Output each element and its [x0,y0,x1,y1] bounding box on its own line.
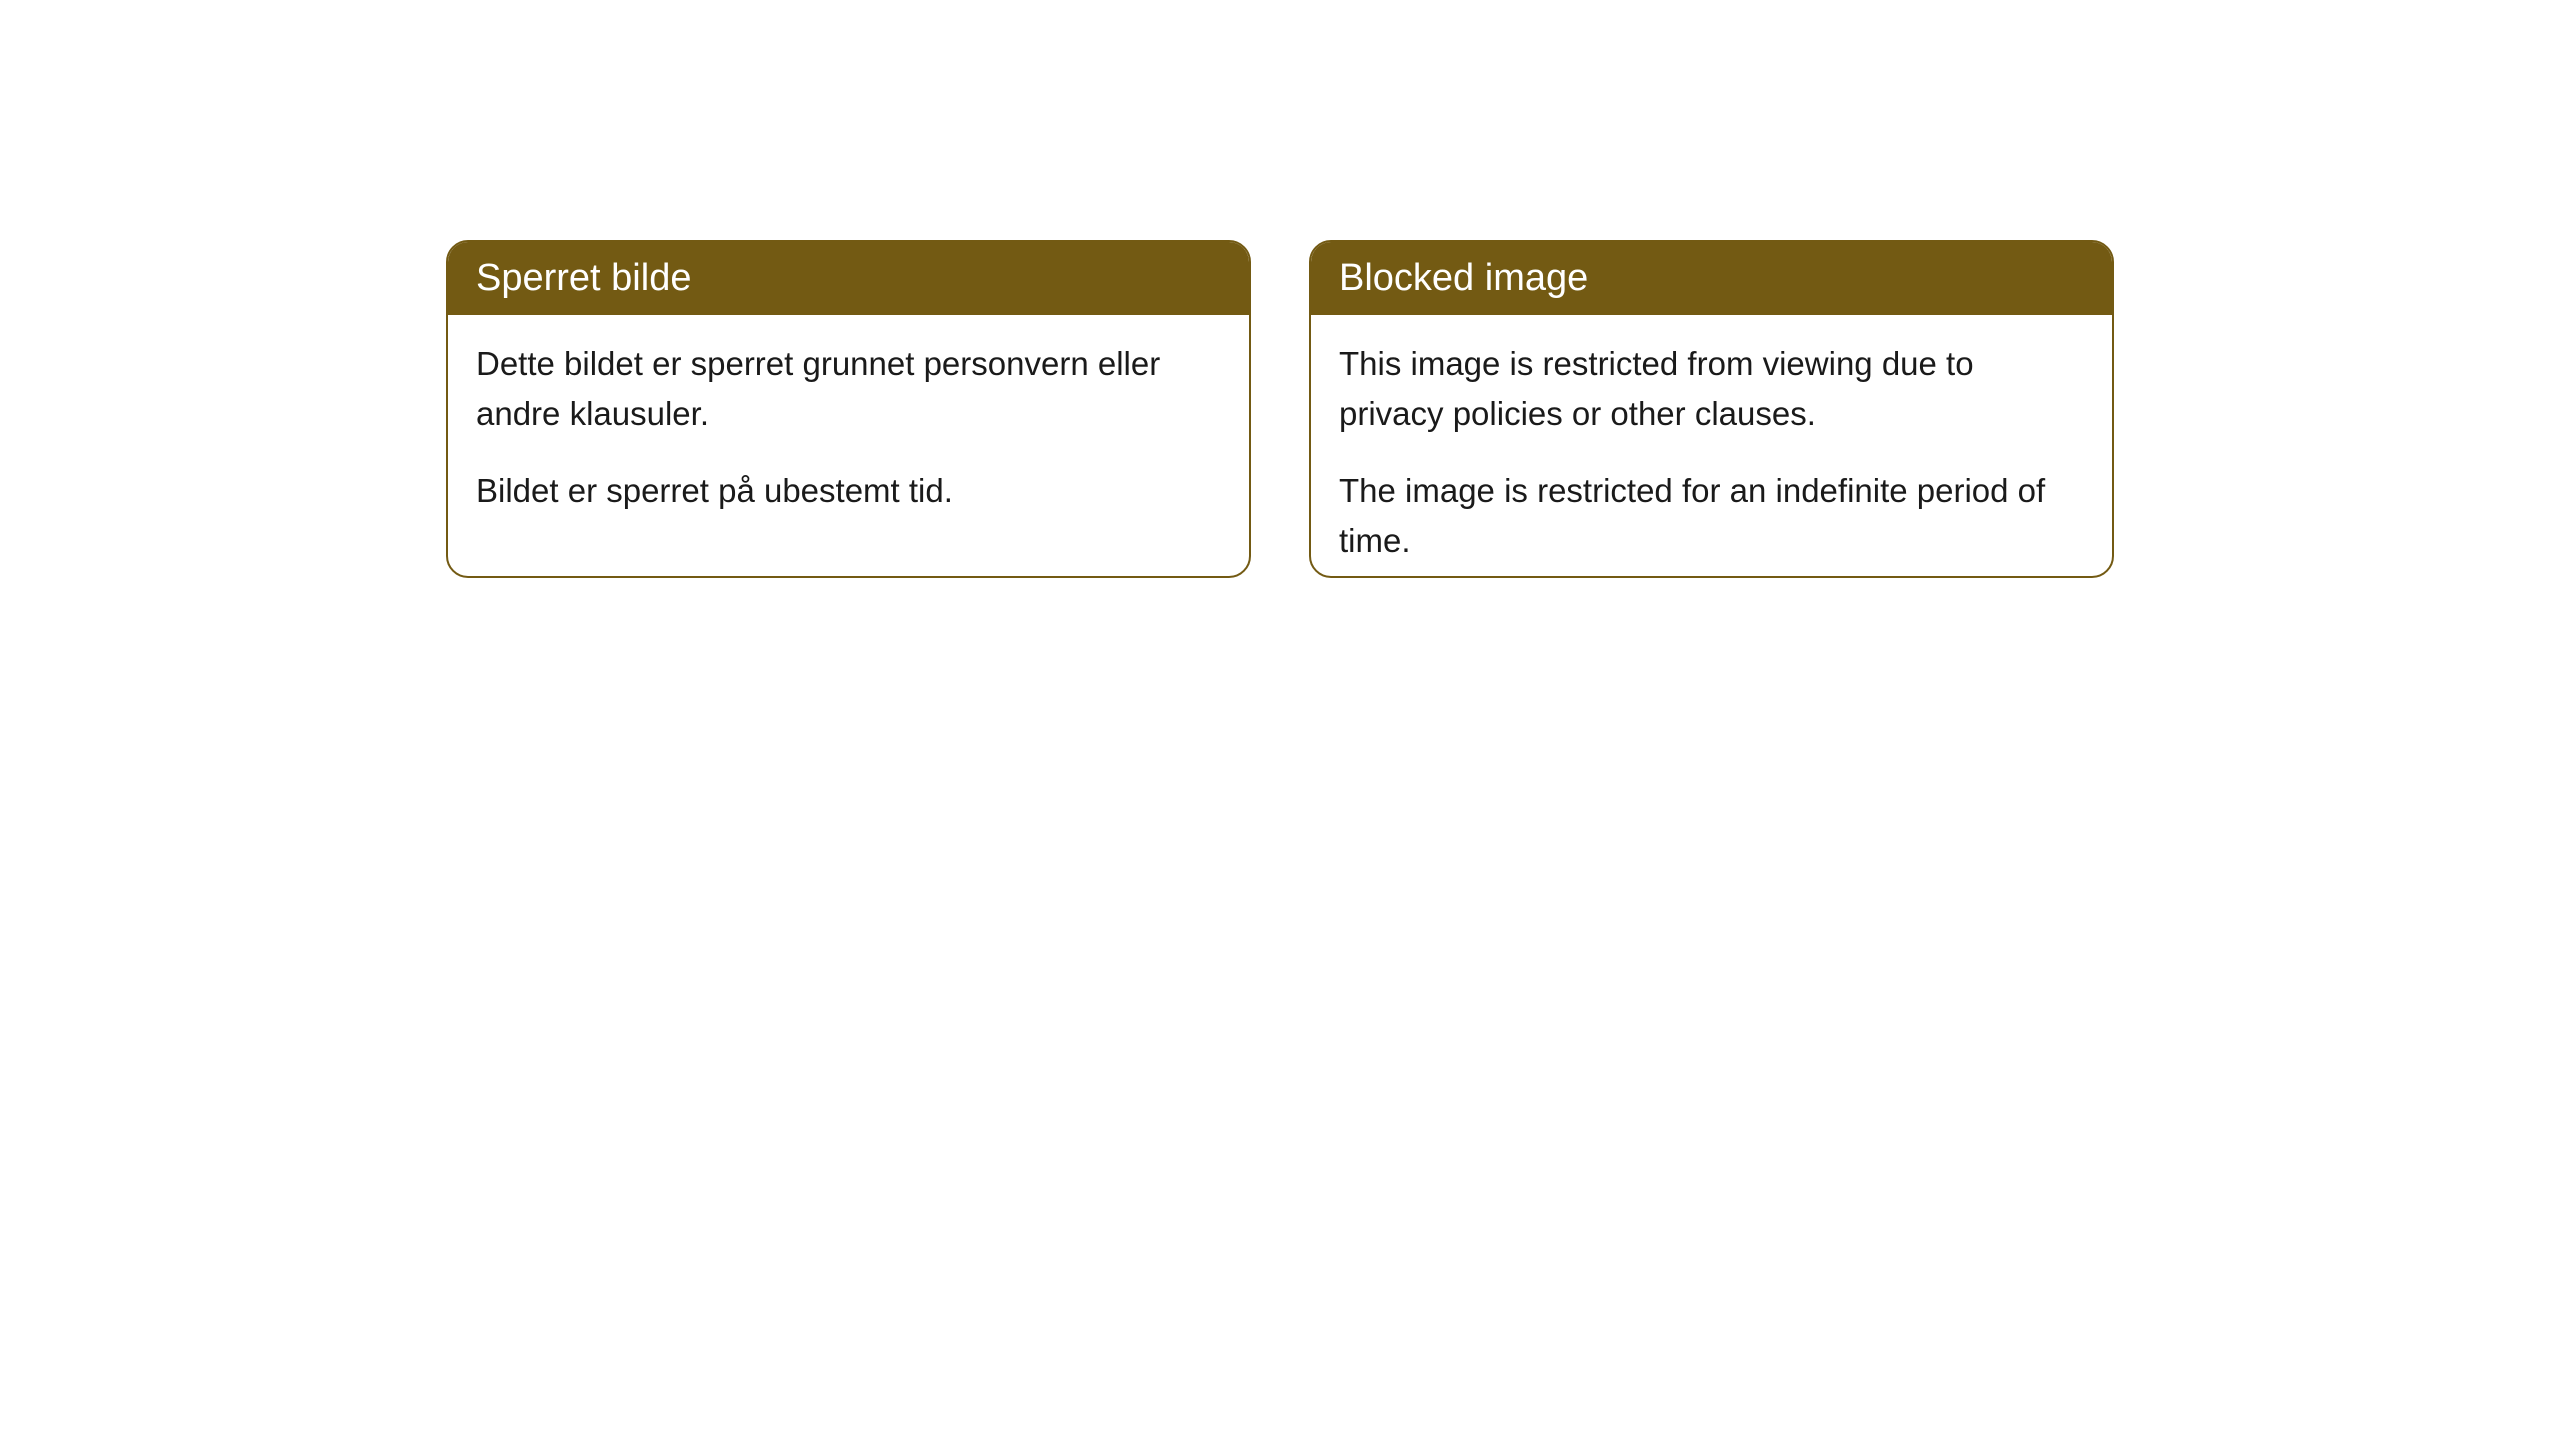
card-norwegian: Sperret bilde Dette bildet er sperret gr… [446,240,1251,578]
card-header-english: Blocked image [1311,242,2112,315]
card-paragraph-2: Bildet er sperret på ubestemt tid. [476,466,1221,516]
card-paragraph-1: Dette bildet er sperret grunnet personve… [476,339,1221,438]
card-english: Blocked image This image is restricted f… [1309,240,2114,578]
card-paragraph-1: This image is restricted from viewing du… [1339,339,2084,438]
card-header-norwegian: Sperret bilde [448,242,1249,315]
cards-container: Sperret bilde Dette bildet er sperret gr… [446,240,2114,1440]
card-body-english: This image is restricted from viewing du… [1311,315,2112,578]
card-paragraph-2: The image is restricted for an indefinit… [1339,466,2084,565]
card-body-norwegian: Dette bildet er sperret grunnet personve… [448,315,1249,540]
